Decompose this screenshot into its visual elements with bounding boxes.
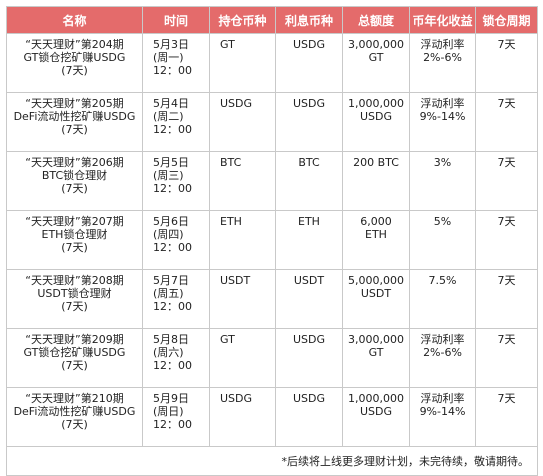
row-name: “天天理财”第206期 BTC锁仓理财 (7天) [6, 151, 143, 211]
row-interest-currency: USDG [275, 92, 343, 152]
table-row: “天天理财”第208期 USDT锁仓理财 (7天) 5月7日 (周五) 12：0… [6, 269, 538, 329]
header-name: 名称 [6, 6, 143, 34]
row-interest-currency: USDG [275, 33, 343, 93]
row-lock-period: 7天 [475, 328, 538, 388]
row-total-quota: 3,000,000 GT [342, 328, 410, 388]
row-name: “天天理财”第207期 ETH锁仓理财 (7天) [6, 210, 143, 270]
row-time: 5月3日 (周一) 12：00 [142, 33, 210, 93]
table-row: “天天理财”第205期 DeFi流动性挖矿赚USDG (7天) 5月4日 (周二… [6, 92, 538, 152]
row-time: 5月4日 (周二) 12：00 [142, 92, 210, 152]
row-name: “天天理财”第209期 GT锁仓挖矿赚USDG (7天) [6, 328, 143, 388]
row-total-quota: 6,000 ETH [342, 210, 410, 270]
table-header-row: 名称 时间 持仓币种 利息币种 总额度 币年化收益 锁仓周期 [6, 6, 538, 34]
header-hold-currency: 持仓币种 [209, 6, 276, 34]
footnote-text: *后续将上线更多理财计划，未完待续，敬请期待。 [6, 446, 538, 476]
row-hold-currency: GT [209, 328, 276, 388]
table-row: “天天理财”第209期 GT锁仓挖矿赚USDG (7天) 5月8日 (周六) 1… [6, 328, 538, 388]
header-lock-period: 锁仓周期 [475, 6, 538, 34]
row-interest-currency: BTC [275, 151, 343, 211]
row-lock-period: 7天 [475, 269, 538, 329]
row-time: 5月5日 (周三) 12：00 [142, 151, 210, 211]
financial-plan-table: 名称 时间 持仓币种 利息币种 总额度 币年化收益 锁仓周期 “天天理财”第20… [6, 6, 538, 476]
row-annual-yield: 7.5% [409, 269, 476, 329]
row-annual-yield: 3% [409, 151, 476, 211]
table-row: “天天理财”第207期 ETH锁仓理财 (7天) 5月6日 (周四) 12：00… [6, 210, 538, 270]
row-time: 5月8日 (周六) 12：00 [142, 328, 210, 388]
row-name: “天天理财”第208期 USDT锁仓理财 (7天) [6, 269, 143, 329]
row-name: “天天理财”第204期 GT锁仓挖矿赚USDG (7天) [6, 33, 143, 93]
table-row: “天天理财”第206期 BTC锁仓理财 (7天) 5月5日 (周三) 12：00… [6, 151, 538, 211]
row-annual-yield: 浮动利率 2%-6% [409, 328, 476, 388]
header-annual-yield: 币年化收益 [409, 6, 476, 34]
row-lock-period: 7天 [475, 210, 538, 270]
row-total-quota: 1,000,000 USDG [342, 92, 410, 152]
row-annual-yield: 浮动利率 2%-6% [409, 33, 476, 93]
row-name: “天天理财”第205期 DeFi流动性挖矿赚USDG (7天) [6, 92, 143, 152]
row-interest-currency: USDT [275, 269, 343, 329]
row-total-quota: 200 BTC [342, 151, 410, 211]
row-total-quota: 3,000,000 GT [342, 33, 410, 93]
row-hold-currency: USDG [209, 92, 276, 152]
table-row: “天天理财”第210期 DeFi流动性挖矿赚USDG (7天) 5月9日 (周日… [6, 387, 538, 447]
row-annual-yield: 5% [409, 210, 476, 270]
row-annual-yield: 浮动利率 9%-14% [409, 387, 476, 447]
row-hold-currency: USDG [209, 387, 276, 447]
table-row: “天天理财”第204期 GT锁仓挖矿赚USDG (7天) 5月3日 (周一) 1… [6, 33, 538, 93]
row-hold-currency: USDT [209, 269, 276, 329]
row-hold-currency: GT [209, 33, 276, 93]
row-interest-currency: ETH [275, 210, 343, 270]
row-interest-currency: USDG [275, 328, 343, 388]
header-interest-currency: 利息币种 [275, 6, 343, 34]
row-hold-currency: BTC [209, 151, 276, 211]
row-time: 5月9日 (周日) 12：00 [142, 387, 210, 447]
row-lock-period: 7天 [475, 151, 538, 211]
row-annual-yield: 浮动利率 9%-14% [409, 92, 476, 152]
row-time: 5月7日 (周五) 12：00 [142, 269, 210, 329]
footnote-row: *后续将上线更多理财计划，未完待续，敬请期待。 [6, 446, 538, 476]
header-time: 时间 [142, 6, 210, 34]
row-lock-period: 7天 [475, 387, 538, 447]
row-interest-currency: USDG [275, 387, 343, 447]
row-hold-currency: ETH [209, 210, 276, 270]
row-lock-period: 7天 [475, 33, 538, 93]
row-time: 5月6日 (周四) 12：00 [142, 210, 210, 270]
header-total-quota: 总额度 [342, 6, 410, 34]
financial-plan-table-container: 名称 时间 持仓币种 利息币种 总额度 币年化收益 锁仓周期 “天天理财”第20… [6, 6, 538, 476]
row-total-quota: 1,000,000 USDG [342, 387, 410, 447]
row-lock-period: 7天 [475, 92, 538, 152]
row-total-quota: 5,000,000 USDT [342, 269, 410, 329]
row-name: “天天理财”第210期 DeFi流动性挖矿赚USDG (7天) [6, 387, 143, 447]
